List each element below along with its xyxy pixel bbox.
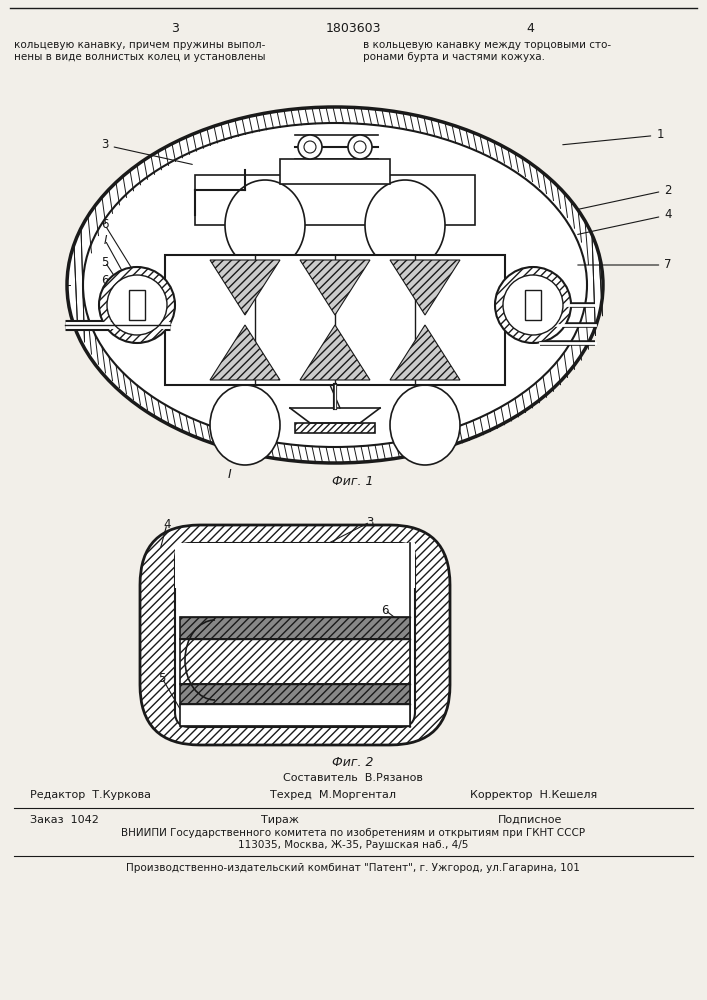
Circle shape: [495, 267, 571, 343]
Text: Тираж: Тираж: [261, 815, 299, 825]
Bar: [175, 543, 415, 588]
Bar: [165, 255, 505, 385]
Bar: [180, 639, 410, 684]
Polygon shape: [210, 260, 280, 315]
Text: Производственно-издательский комбинат "Патент", г. Ужгород, ул.Гагарина, 101: Производственно-издательский комбинат "П…: [126, 863, 580, 873]
Text: Заказ  1042: Заказ 1042: [30, 815, 99, 825]
Text: Техред  М.Моргентал: Техред М.Моргентал: [270, 790, 396, 800]
Ellipse shape: [365, 180, 445, 270]
Text: 113035, Москва, Ж-35, Раушская наб., 4/5: 113035, Москва, Ж-35, Раушская наб., 4/5: [238, 840, 468, 850]
Text: Составитель  В.Рязанов: Составитель В.Рязанов: [283, 773, 423, 783]
Polygon shape: [390, 325, 460, 380]
Text: Фиг. 2: Фиг. 2: [332, 756, 374, 769]
Text: 5: 5: [101, 255, 109, 268]
Polygon shape: [300, 325, 370, 380]
Text: 3: 3: [101, 138, 192, 164]
Bar: [180, 617, 410, 639]
Text: 7: 7: [578, 258, 672, 271]
Ellipse shape: [390, 385, 460, 465]
Text: I: I: [228, 468, 232, 481]
Text: 4: 4: [526, 22, 534, 35]
Bar: [180, 617, 410, 639]
Bar: [295, 423, 375, 433]
Bar: [280, 159, 390, 184]
Text: 6: 6: [381, 603, 389, 616]
Text: 1: 1: [563, 128, 664, 145]
Ellipse shape: [83, 123, 587, 447]
Bar: [295, 423, 375, 433]
Text: I: I: [103, 233, 107, 246]
Circle shape: [503, 275, 563, 335]
Text: 6: 6: [381, 658, 389, 672]
Ellipse shape: [210, 385, 280, 465]
Bar: [180, 639, 410, 684]
Text: Корректор  Н.Кешеля: Корректор Н.Кешеля: [470, 790, 597, 800]
Polygon shape: [210, 325, 280, 380]
Bar: [180, 684, 410, 704]
Text: 4: 4: [578, 209, 672, 234]
Text: 6: 6: [101, 273, 109, 286]
Circle shape: [99, 267, 175, 343]
Text: 7: 7: [381, 632, 389, 645]
Text: 3: 3: [366, 516, 374, 528]
Polygon shape: [390, 260, 460, 315]
Text: ВНИИПИ Государственного комитета по изобретениям и открытиям при ГКНТ СССР: ВНИИПИ Государственного комитета по изоб…: [121, 828, 585, 838]
Text: 4: 4: [163, 518, 171, 530]
Circle shape: [348, 135, 372, 159]
Ellipse shape: [225, 180, 305, 270]
Bar: [195, 175, 475, 225]
Text: 5: 5: [158, 672, 165, 684]
Bar: [129, 290, 145, 320]
Text: Подписное: Подписное: [498, 815, 562, 825]
Bar: [180, 684, 410, 704]
Bar: [525, 290, 541, 320]
Circle shape: [304, 141, 316, 153]
Text: 3: 3: [171, 22, 179, 35]
FancyBboxPatch shape: [140, 525, 450, 745]
Bar: [180, 704, 410, 726]
Ellipse shape: [67, 107, 603, 463]
Circle shape: [354, 141, 366, 153]
Text: 6: 6: [101, 219, 109, 232]
Text: Фиг. 1: Фиг. 1: [332, 475, 374, 488]
Text: Редактор  Т.Куркова: Редактор Т.Куркова: [30, 790, 151, 800]
Text: 2: 2: [578, 184, 672, 209]
Text: 1803603: 1803603: [325, 22, 381, 35]
Polygon shape: [300, 260, 370, 315]
Circle shape: [298, 135, 322, 159]
FancyBboxPatch shape: [175, 543, 415, 727]
Text: в кольцевую канавку между торцовыми сто-
ронами бурта и частями кожуха.: в кольцевую канавку между торцовыми сто-…: [363, 40, 611, 62]
Text: кольцевую канавку, причем пружины выпол-
нены в виде волнистых колец и установле: кольцевую канавку, причем пружины выпол-…: [14, 40, 266, 62]
Circle shape: [107, 275, 167, 335]
